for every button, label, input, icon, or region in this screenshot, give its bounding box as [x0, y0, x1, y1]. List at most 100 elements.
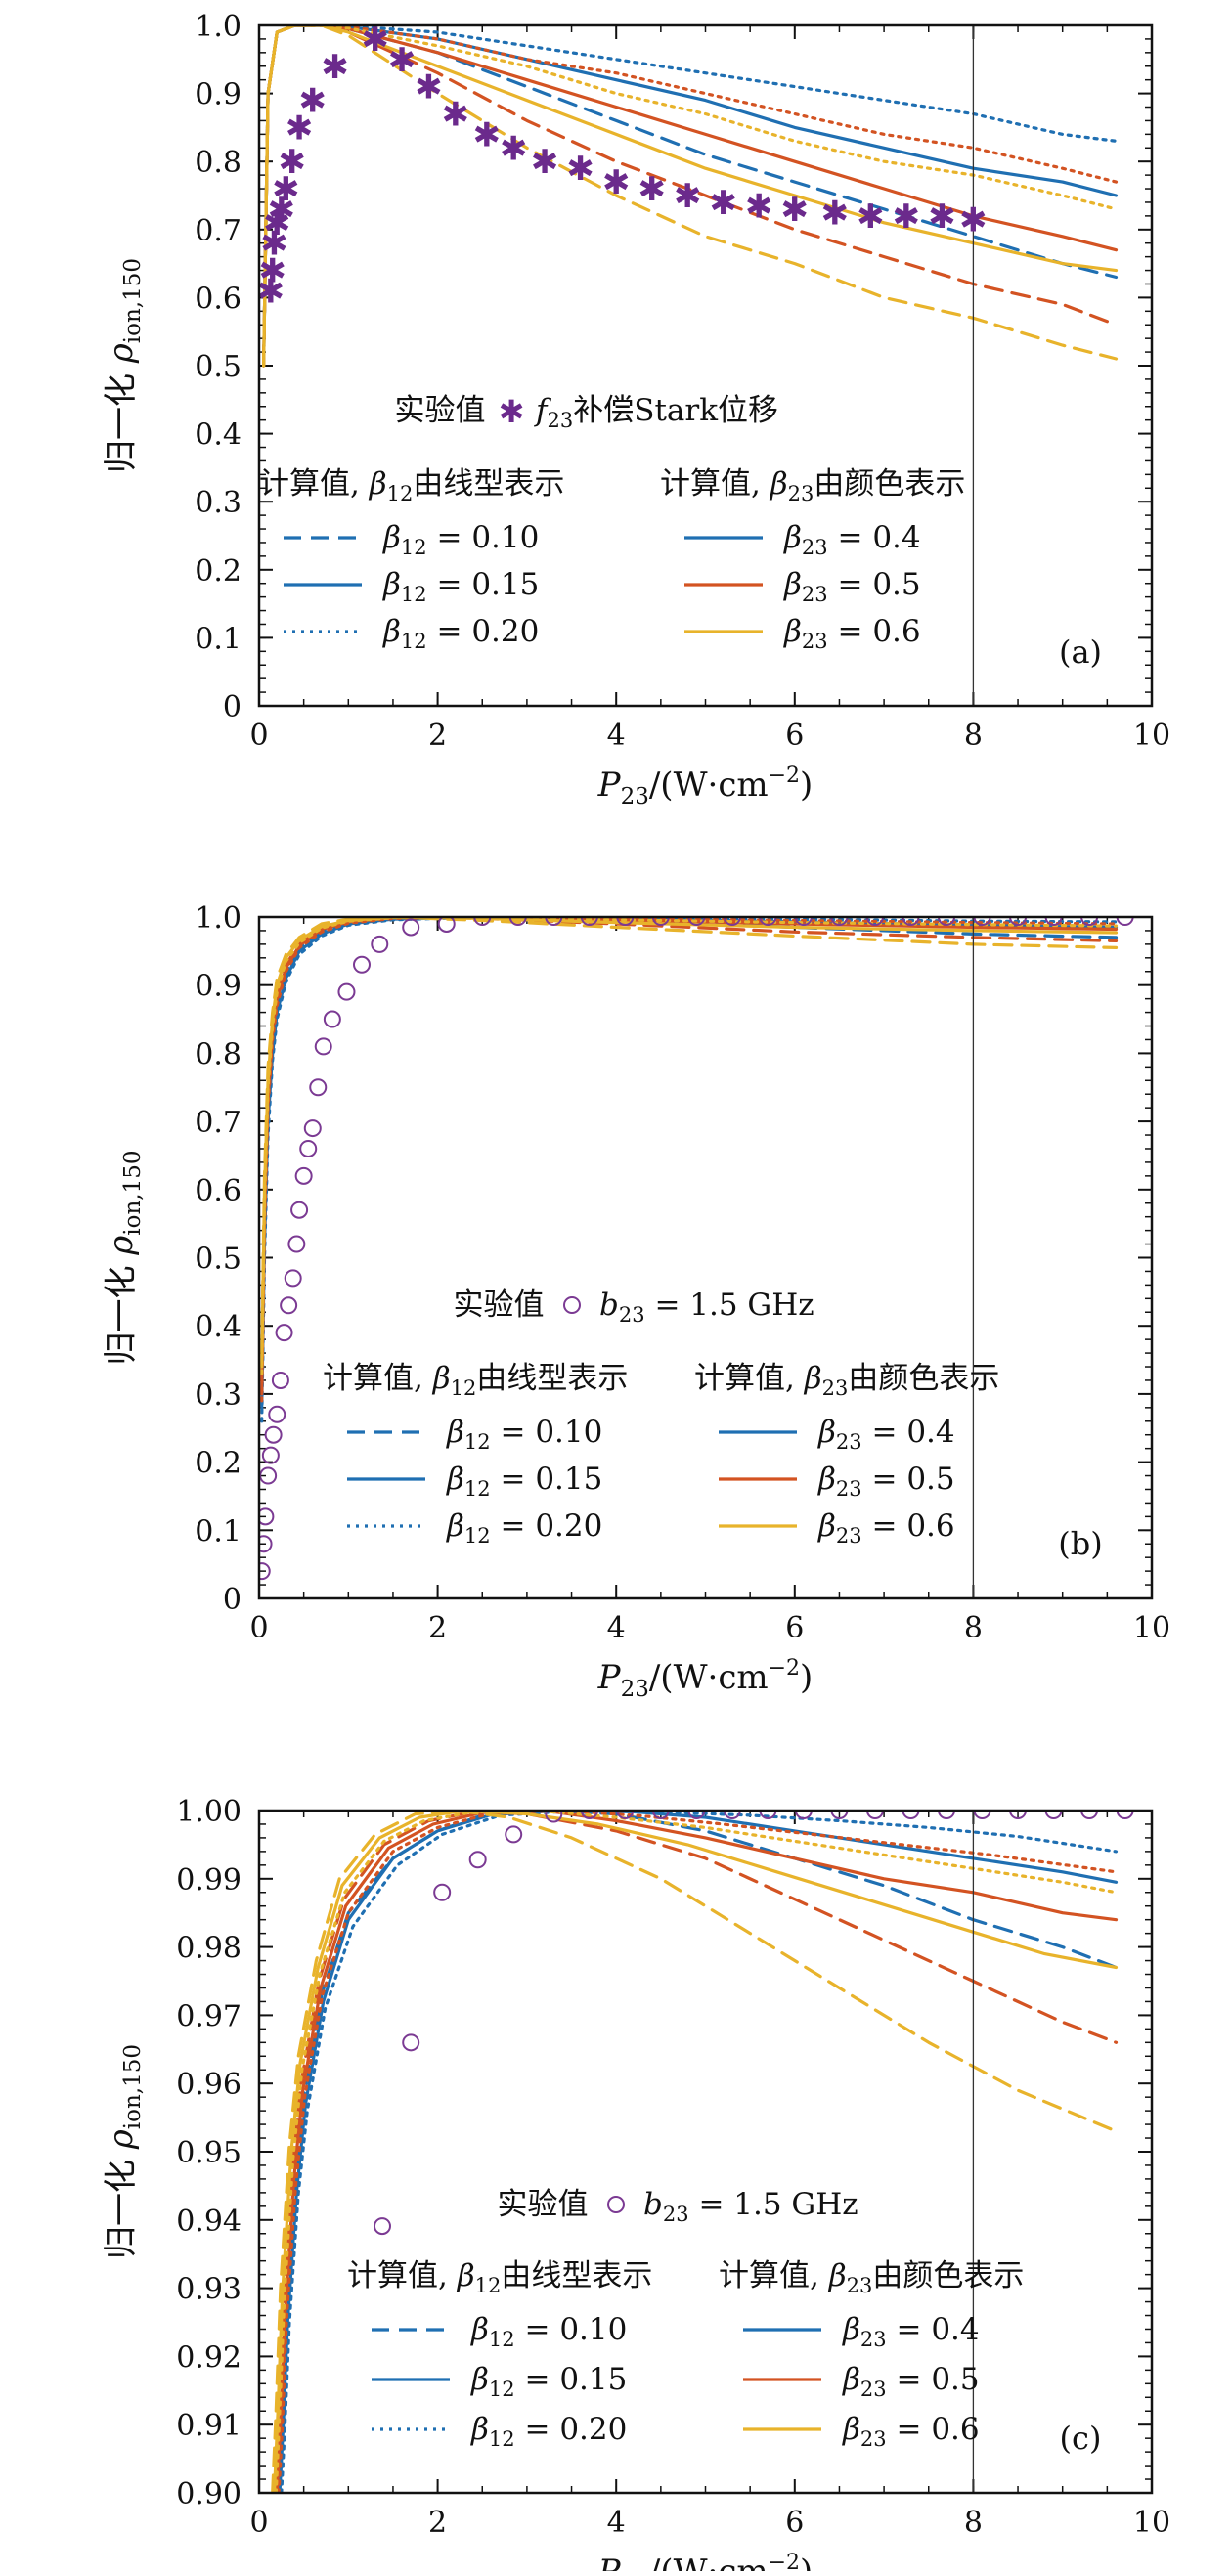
y-axis-label-sub: ion,150	[120, 258, 146, 343]
y-tick-label: 0.91	[176, 2409, 242, 2443]
series-line	[277, 1811, 1119, 2493]
legend-entry-sub: 12	[401, 583, 427, 606]
y-axis-label-sym: ρ	[102, 2129, 141, 2150]
x-axis-label-end: )	[800, 1658, 813, 1697]
y-tick-label: 0.92	[176, 2340, 242, 2375]
data-point-star: ✱	[928, 197, 956, 237]
legend-entry-sub: 12	[489, 2378, 515, 2401]
data-point-circle	[545, 917, 563, 926]
x-tick-label: 6	[785, 2506, 804, 2540]
legend-header-color-post: 由颜色表示	[872, 2258, 1024, 2293]
legend-header-linestyle-sym: β	[457, 2258, 475, 2293]
data-point-star: ✱	[674, 177, 702, 216]
data-point-circle	[1009, 1811, 1028, 1819]
data-point-circle	[271, 1371, 289, 1389]
data-point-circle	[264, 1425, 283, 1444]
y-axis-label: 归一化 ρion,150	[102, 258, 146, 473]
legend-exp-sub: 23	[619, 1303, 645, 1327]
data-point-star: ✱	[299, 82, 328, 121]
data-point-star: ✱	[500, 129, 528, 168]
data-point-circle	[259, 1507, 275, 1526]
legend-header-color-post: 由颜色表示	[848, 1361, 999, 1396]
data-point-circle	[580, 917, 598, 926]
y-axis-label-sub: ion,150	[120, 2044, 146, 2129]
legend-entry-sub: 23	[836, 1524, 862, 1548]
y-tick-label: 1.0	[195, 10, 242, 44]
legend-entry-val: = 0.6	[887, 2412, 980, 2447]
x-axis-label-sub: 23	[621, 784, 649, 809]
panel-c: 0 2 4 6 8 10 0.90 0.91 0.92 0.93 0.94 0.95 0.96 0.97 0…	[102, 1795, 1170, 2576]
x-tick-label: 0	[249, 719, 268, 753]
legend-exp-sym: b	[599, 1288, 619, 1323]
y-tick-label: 0.96	[176, 2068, 242, 2102]
legend-header-color-pre: 计算值,	[719, 2258, 829, 2293]
legend-entry-color: β23 = 0.5	[842, 2362, 980, 2401]
data-point-star: ✱	[279, 143, 307, 182]
x-axis-label-unit: /(W·cm	[649, 2553, 769, 2571]
y-tick-label: 0.9	[195, 970, 242, 1004]
x-tick-label: 0	[249, 2506, 268, 2540]
x-tick-label: 10	[1133, 2506, 1170, 2540]
legend-entry-sub: 12	[489, 2328, 515, 2351]
plot-area	[271, 1811, 1134, 2493]
legend-header-linestyle-pre: 计算值,	[259, 466, 370, 502]
legend-entry-sub: 23	[860, 2427, 887, 2451]
y-axis-label: 归一化 ρion,150	[102, 2044, 146, 2259]
y-tick-label: 0.98	[176, 1932, 242, 1966]
legend-entry-val: = 0.10	[427, 520, 540, 555]
x-tick-label: 4	[607, 719, 626, 753]
y-tick-label: 0.94	[176, 2205, 242, 2239]
legend-entry-sym: β	[382, 520, 401, 555]
x-tick-label: 4	[607, 1611, 626, 1645]
data-point-star: ✱	[442, 95, 470, 134]
plot-area	[259, 917, 1134, 1598]
legend-header-linestyle-sym: β	[369, 466, 387, 502]
legend-header-linestyle: 计算值, β12由线型表示	[347, 2258, 652, 2297]
legend-header-color-sub: 23	[822, 1376, 849, 1400]
legend-entry-sym: β	[470, 2362, 489, 2397]
legend-entry-sub: 23	[802, 583, 828, 606]
legend-entry-sub: 23	[802, 630, 828, 653]
data-point-star: ✱	[893, 197, 921, 237]
legend-star-marker: ✱	[499, 393, 525, 430]
data-point-circle	[759, 1811, 777, 1819]
legend-entry-color: β23 = 0.5	[817, 1462, 955, 1501]
x-axis-label-main: P	[597, 765, 622, 805]
x-tick-label: 8	[964, 1611, 983, 1645]
data-point-circle	[309, 1078, 328, 1097]
legend-header-linestyle-sym: β	[432, 1361, 451, 1396]
data-point-circle	[1009, 917, 1028, 926]
legend-header-color: 计算值, β23由颜色表示	[694, 1361, 999, 1400]
legend-entry-linestyle: β12 = 0.15	[470, 2362, 627, 2401]
y-tick-label: 0.4	[195, 418, 242, 453]
legend-header-color-sym: β	[804, 1361, 822, 1396]
y-tick-label: 0.1	[195, 1514, 242, 1549]
legend-entry-val: = 0.4	[887, 2312, 980, 2347]
data-point-circle	[303, 1119, 322, 1138]
data-point-star: ✱	[361, 21, 389, 60]
legend-entry-sub: 23	[860, 2328, 887, 2351]
legend-entry-sub: 12	[401, 630, 427, 653]
data-point-circle	[473, 917, 492, 926]
legend-exp-sym: b	[643, 2187, 663, 2222]
legend-entry-sub: 12	[489, 2427, 515, 2451]
data-point-circle	[284, 1269, 302, 1288]
y-tick-label: 0.6	[195, 282, 242, 316]
legend-entry-sym: β	[446, 1462, 464, 1497]
legend-exp-label: 实验值	[498, 2187, 589, 2222]
data-point-circle	[1080, 1811, 1099, 1819]
data-point-circle	[299, 1139, 318, 1157]
y-axis-label-sub: ion,150	[120, 1150, 146, 1235]
data-point-star: ✱	[268, 191, 296, 230]
legend-entry-val: = 0.10	[515, 2312, 628, 2347]
y-tick-label: 0	[223, 690, 242, 724]
x-axis-label-end: )	[800, 765, 813, 805]
legend-exp-value: = 1.5 GHz	[689, 2187, 858, 2222]
legend-exp-text: b23 = 1.5 GHz	[643, 2187, 858, 2226]
data-point-circle	[687, 917, 706, 926]
y-tick-label: 0.8	[195, 146, 242, 180]
legend-header-linestyle-pre: 计算值,	[347, 2258, 458, 2293]
x-axis-label-sup: −2	[769, 764, 800, 788]
legend-header-color: 计算值, β23由颜色表示	[719, 2258, 1024, 2297]
legend-entry-sub: 12	[464, 1430, 491, 1454]
